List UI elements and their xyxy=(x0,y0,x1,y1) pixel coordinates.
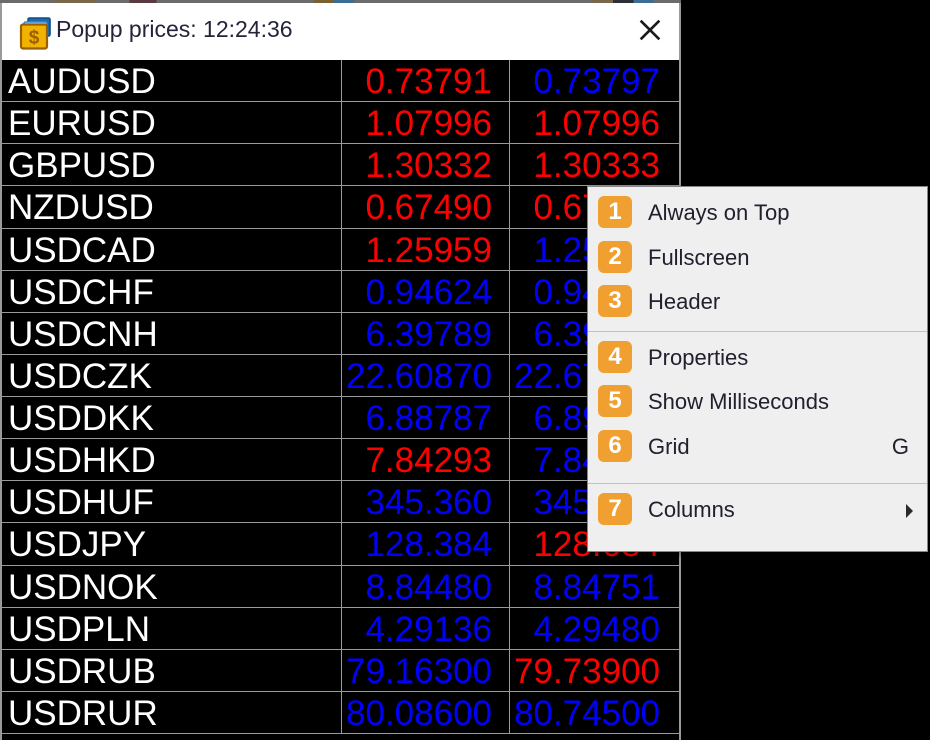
svg-text:$: $ xyxy=(29,28,40,49)
